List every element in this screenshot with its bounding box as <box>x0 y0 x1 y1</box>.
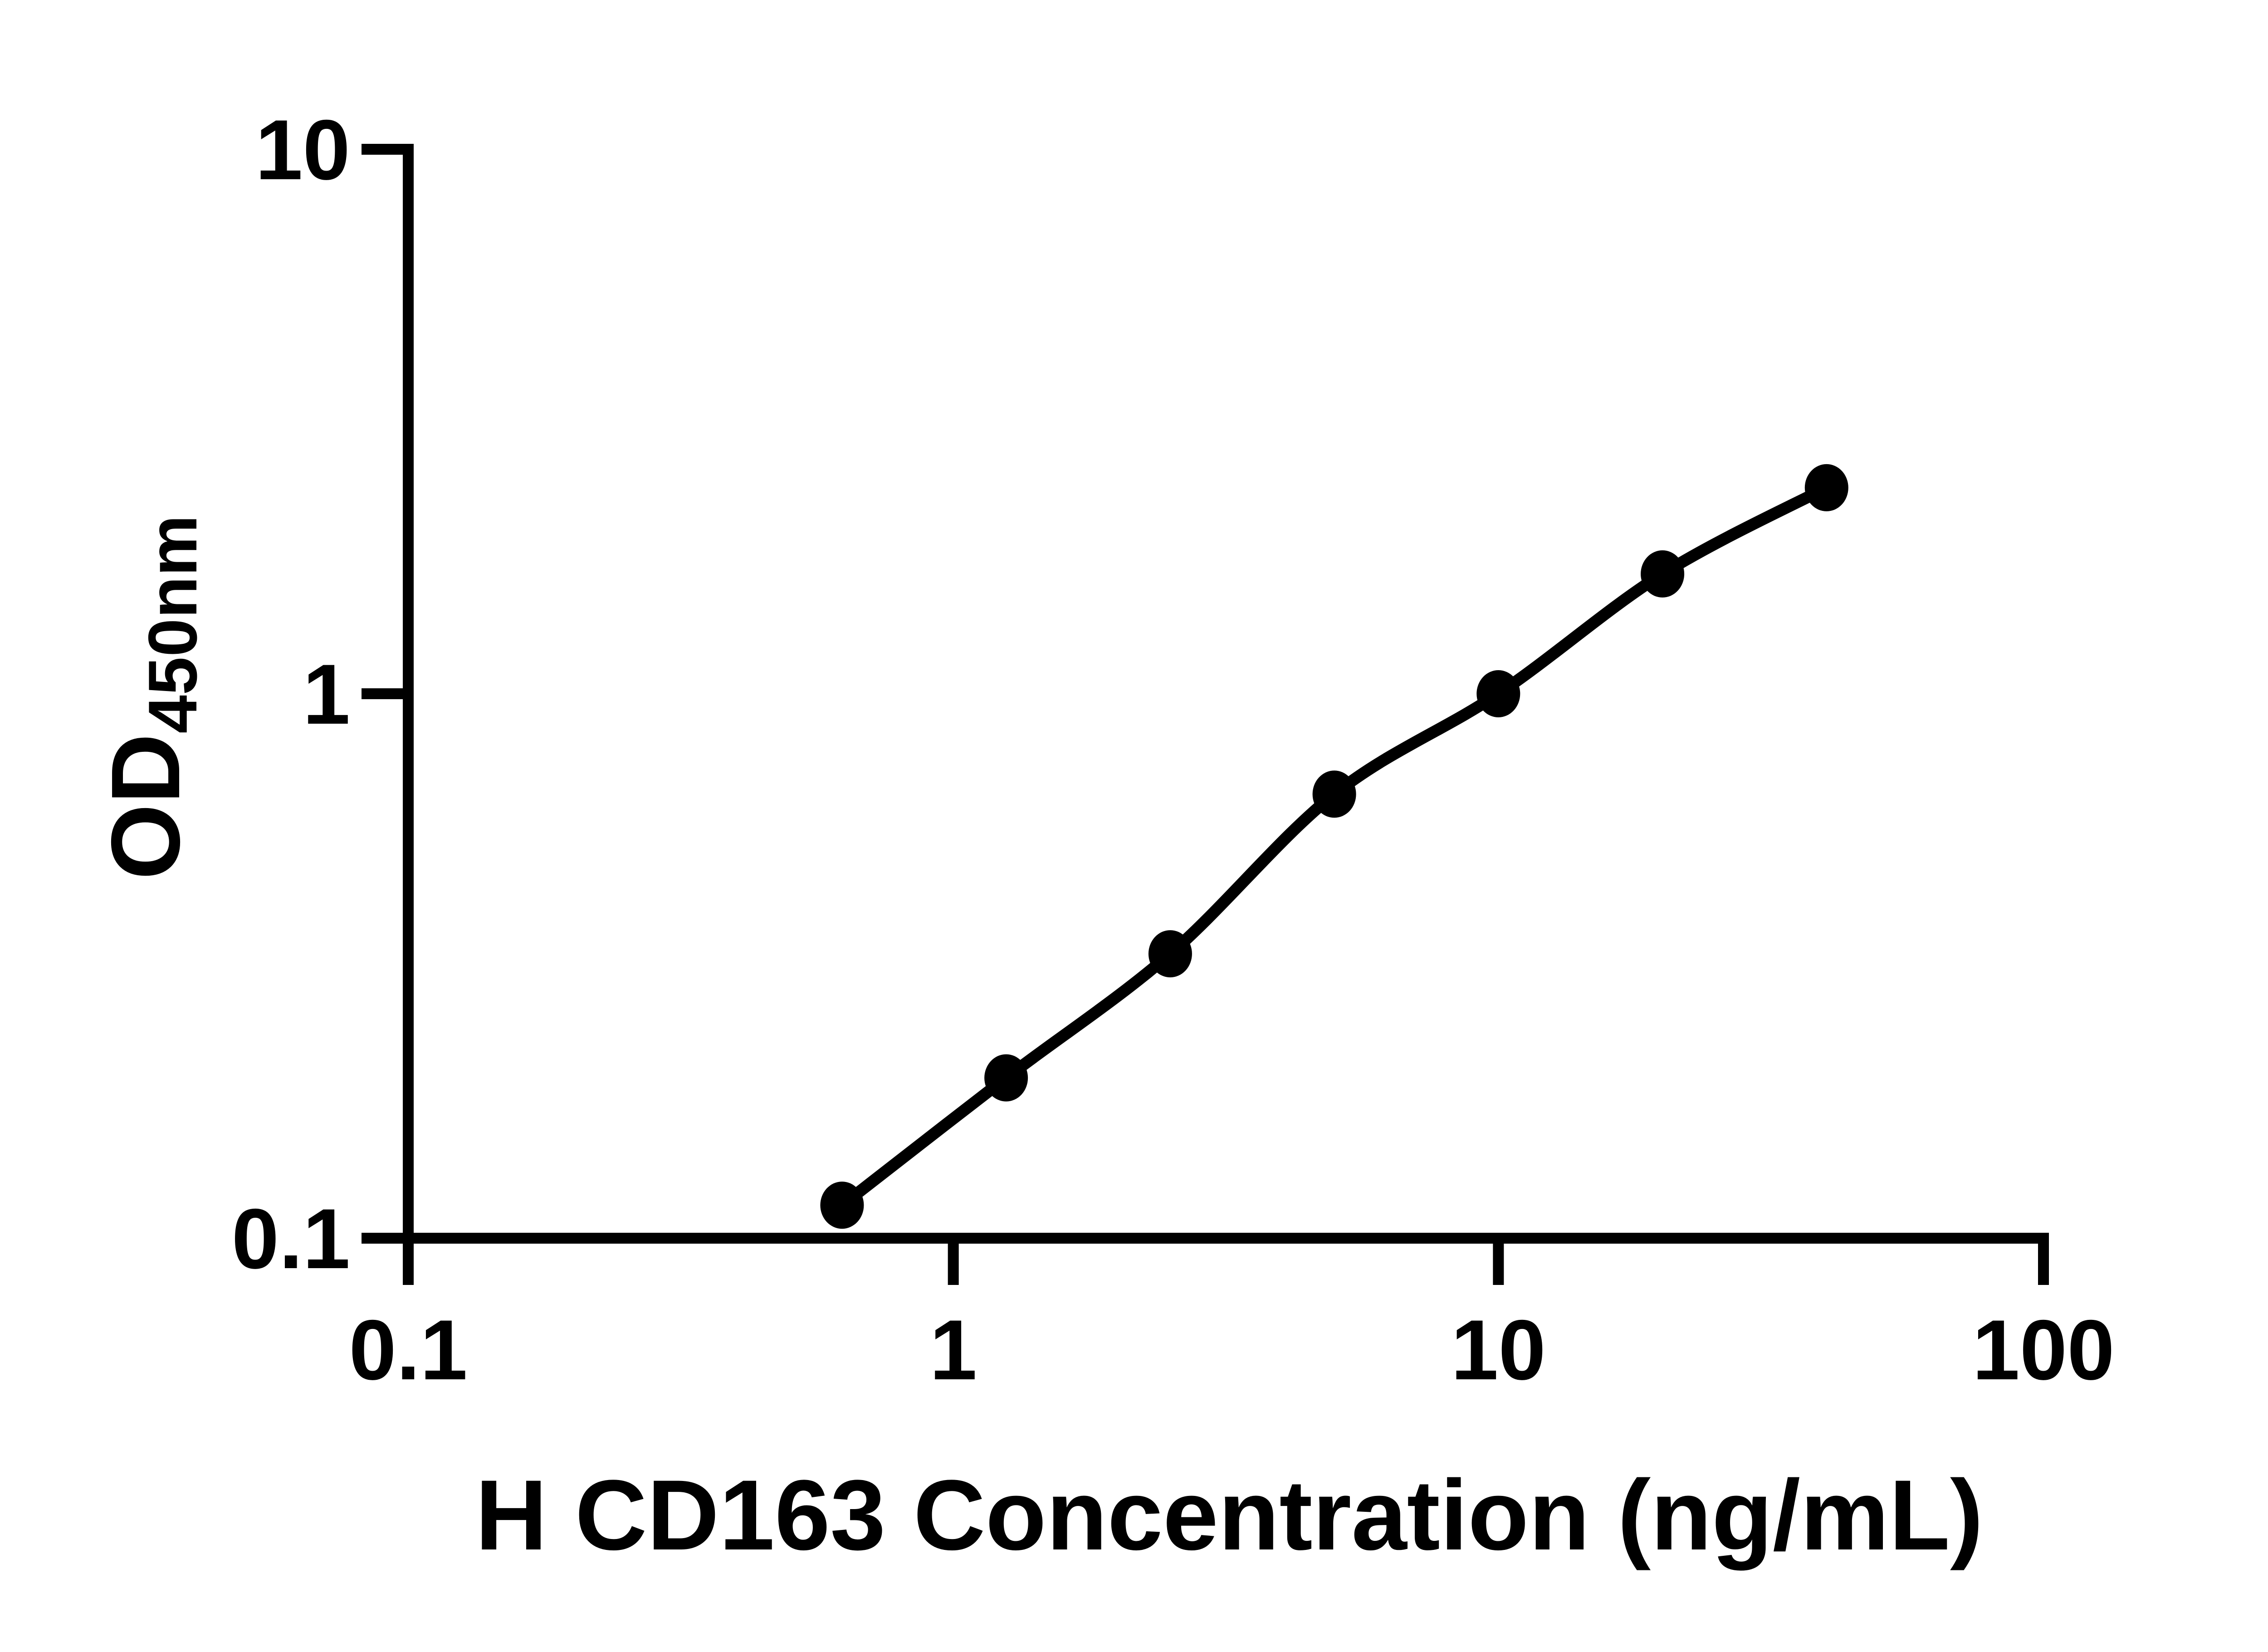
data-point <box>1148 930 1192 978</box>
tick-labels: 0.1 1 10 100 10 1 0.1 <box>232 102 2115 1397</box>
x-axis-title: H CD163 Concentration (ng/mL) <box>475 1459 1984 1571</box>
x-tick-label: 0.1 <box>349 1302 467 1397</box>
data-point <box>1641 550 1685 598</box>
data-point <box>820 1181 864 1229</box>
data-point <box>984 1054 1028 1102</box>
standard-curve-line <box>838 482 1829 1210</box>
y-tick-label: 10 <box>255 102 350 197</box>
data-points <box>820 464 1848 1229</box>
tick-marks <box>362 144 2049 1285</box>
x-tick-label: 10 <box>1451 1302 1546 1397</box>
y-tick-label: 0.1 <box>232 1191 350 1286</box>
x-tick-label: 1 <box>929 1302 977 1397</box>
data-point <box>1804 464 1848 511</box>
y-axis-title: OD450nm <box>91 515 211 880</box>
y-axis-title-subscript: 450nm <box>134 515 211 734</box>
data-point <box>1312 770 1356 818</box>
y-tick-label: 1 <box>303 647 350 742</box>
y-axis-title-main: OD <box>91 734 200 880</box>
data-point <box>1476 670 1520 717</box>
x-tick-label: 100 <box>1972 1302 2115 1397</box>
